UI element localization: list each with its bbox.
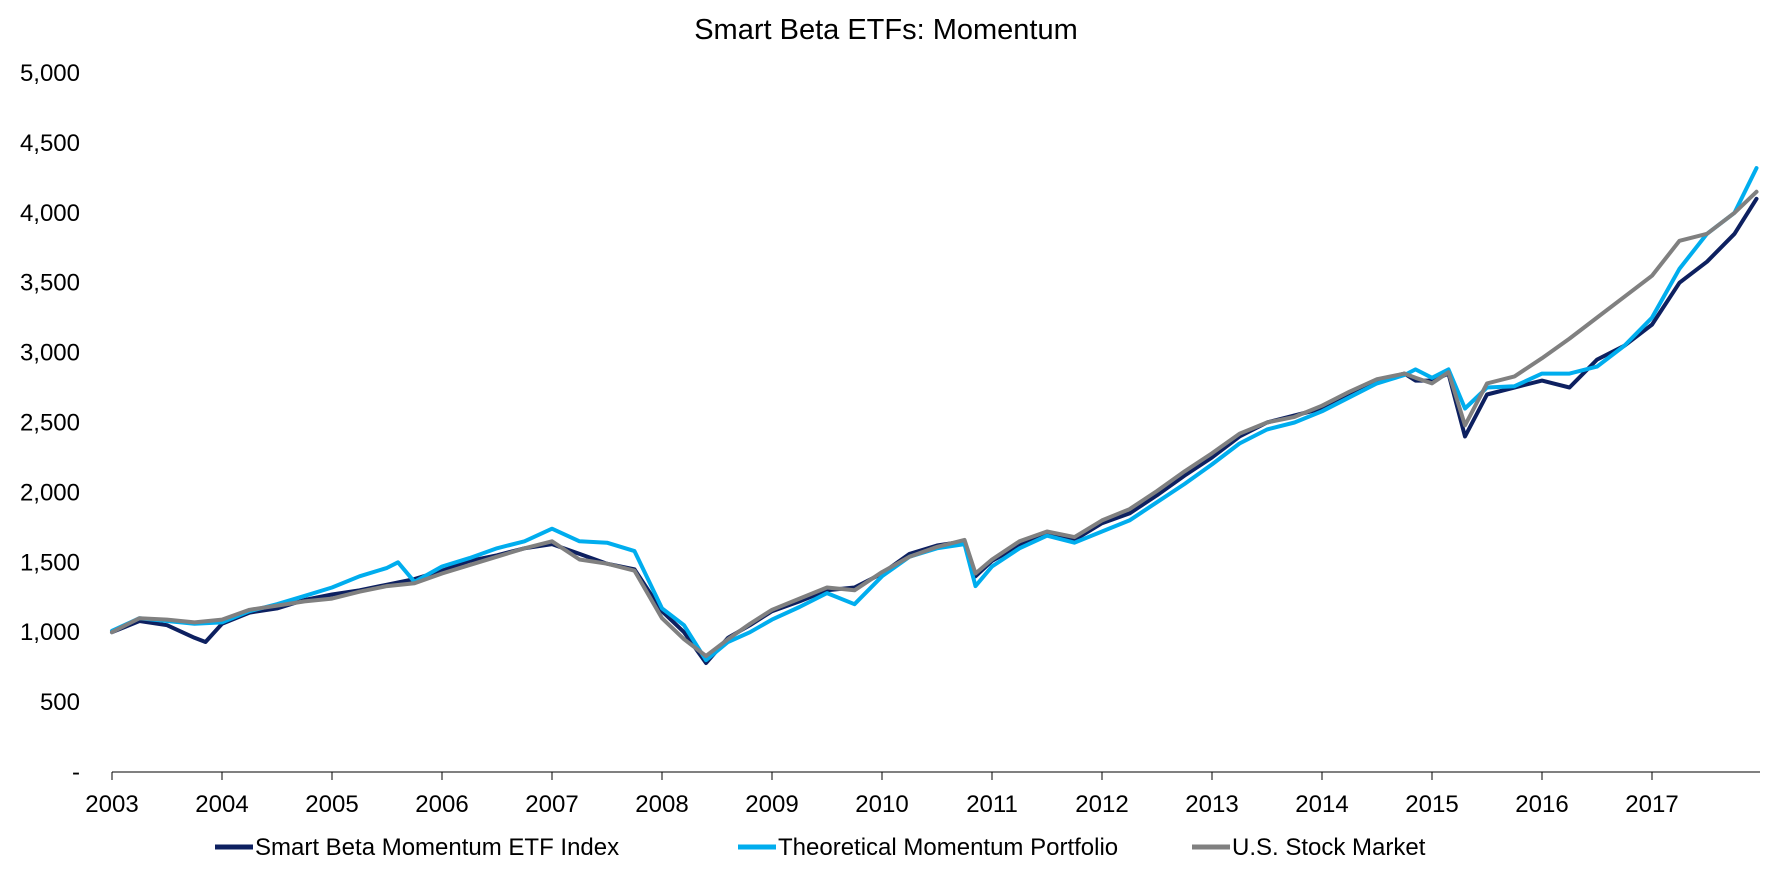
x-tick-label: 2009 — [745, 791, 798, 818]
x-tick-label: 2013 — [1185, 791, 1238, 818]
y-tick-label: 1,500 — [20, 549, 80, 576]
x-tick-label: 2017 — [1625, 791, 1678, 818]
x-tick-label: 2011 — [966, 791, 1018, 818]
series-line-2 — [110, 166, 1759, 663]
x-tick-label: 2016 — [1515, 791, 1568, 818]
legend-label-3: U.S. Stock Market — [1232, 834, 1426, 861]
y-tick-label: 500 — [40, 689, 80, 716]
x-tick-label: 2014 — [1295, 791, 1348, 818]
y-tick-label: 3,500 — [20, 270, 80, 297]
legend-label-2: Theoretical Momentum Portfolio — [778, 834, 1118, 861]
x-tick-label: 2007 — [525, 791, 578, 818]
x-tick-label: 2006 — [415, 791, 468, 818]
y-tick-label: 1,000 — [20, 619, 80, 646]
chart-title: Smart Beta ETFs: Momentum — [694, 14, 1078, 46]
y-tick-label: 4,000 — [20, 200, 80, 227]
y-tick-label: - — [72, 759, 80, 786]
legend-label-1: Smart Beta Momentum ETF Index — [255, 834, 619, 861]
y-tick-label: 2,000 — [20, 479, 80, 506]
x-tick-label: 2015 — [1405, 791, 1458, 818]
y-tick-label: 5,000 — [20, 60, 80, 87]
x-tick-label: 2003 — [85, 791, 138, 818]
x-tick-label: 2005 — [305, 791, 358, 818]
y-tick-label: 3,000 — [20, 340, 80, 367]
x-tick-label: 2010 — [855, 791, 908, 818]
x-tick-label: 2012 — [1075, 791, 1128, 818]
y-tick-label: 4,500 — [20, 130, 80, 157]
x-tick-label: 2004 — [195, 791, 248, 818]
x-tick-label: 2008 — [635, 791, 688, 818]
y-tick-label: 2,500 — [20, 410, 80, 437]
series-line-3 — [110, 189, 1759, 658]
